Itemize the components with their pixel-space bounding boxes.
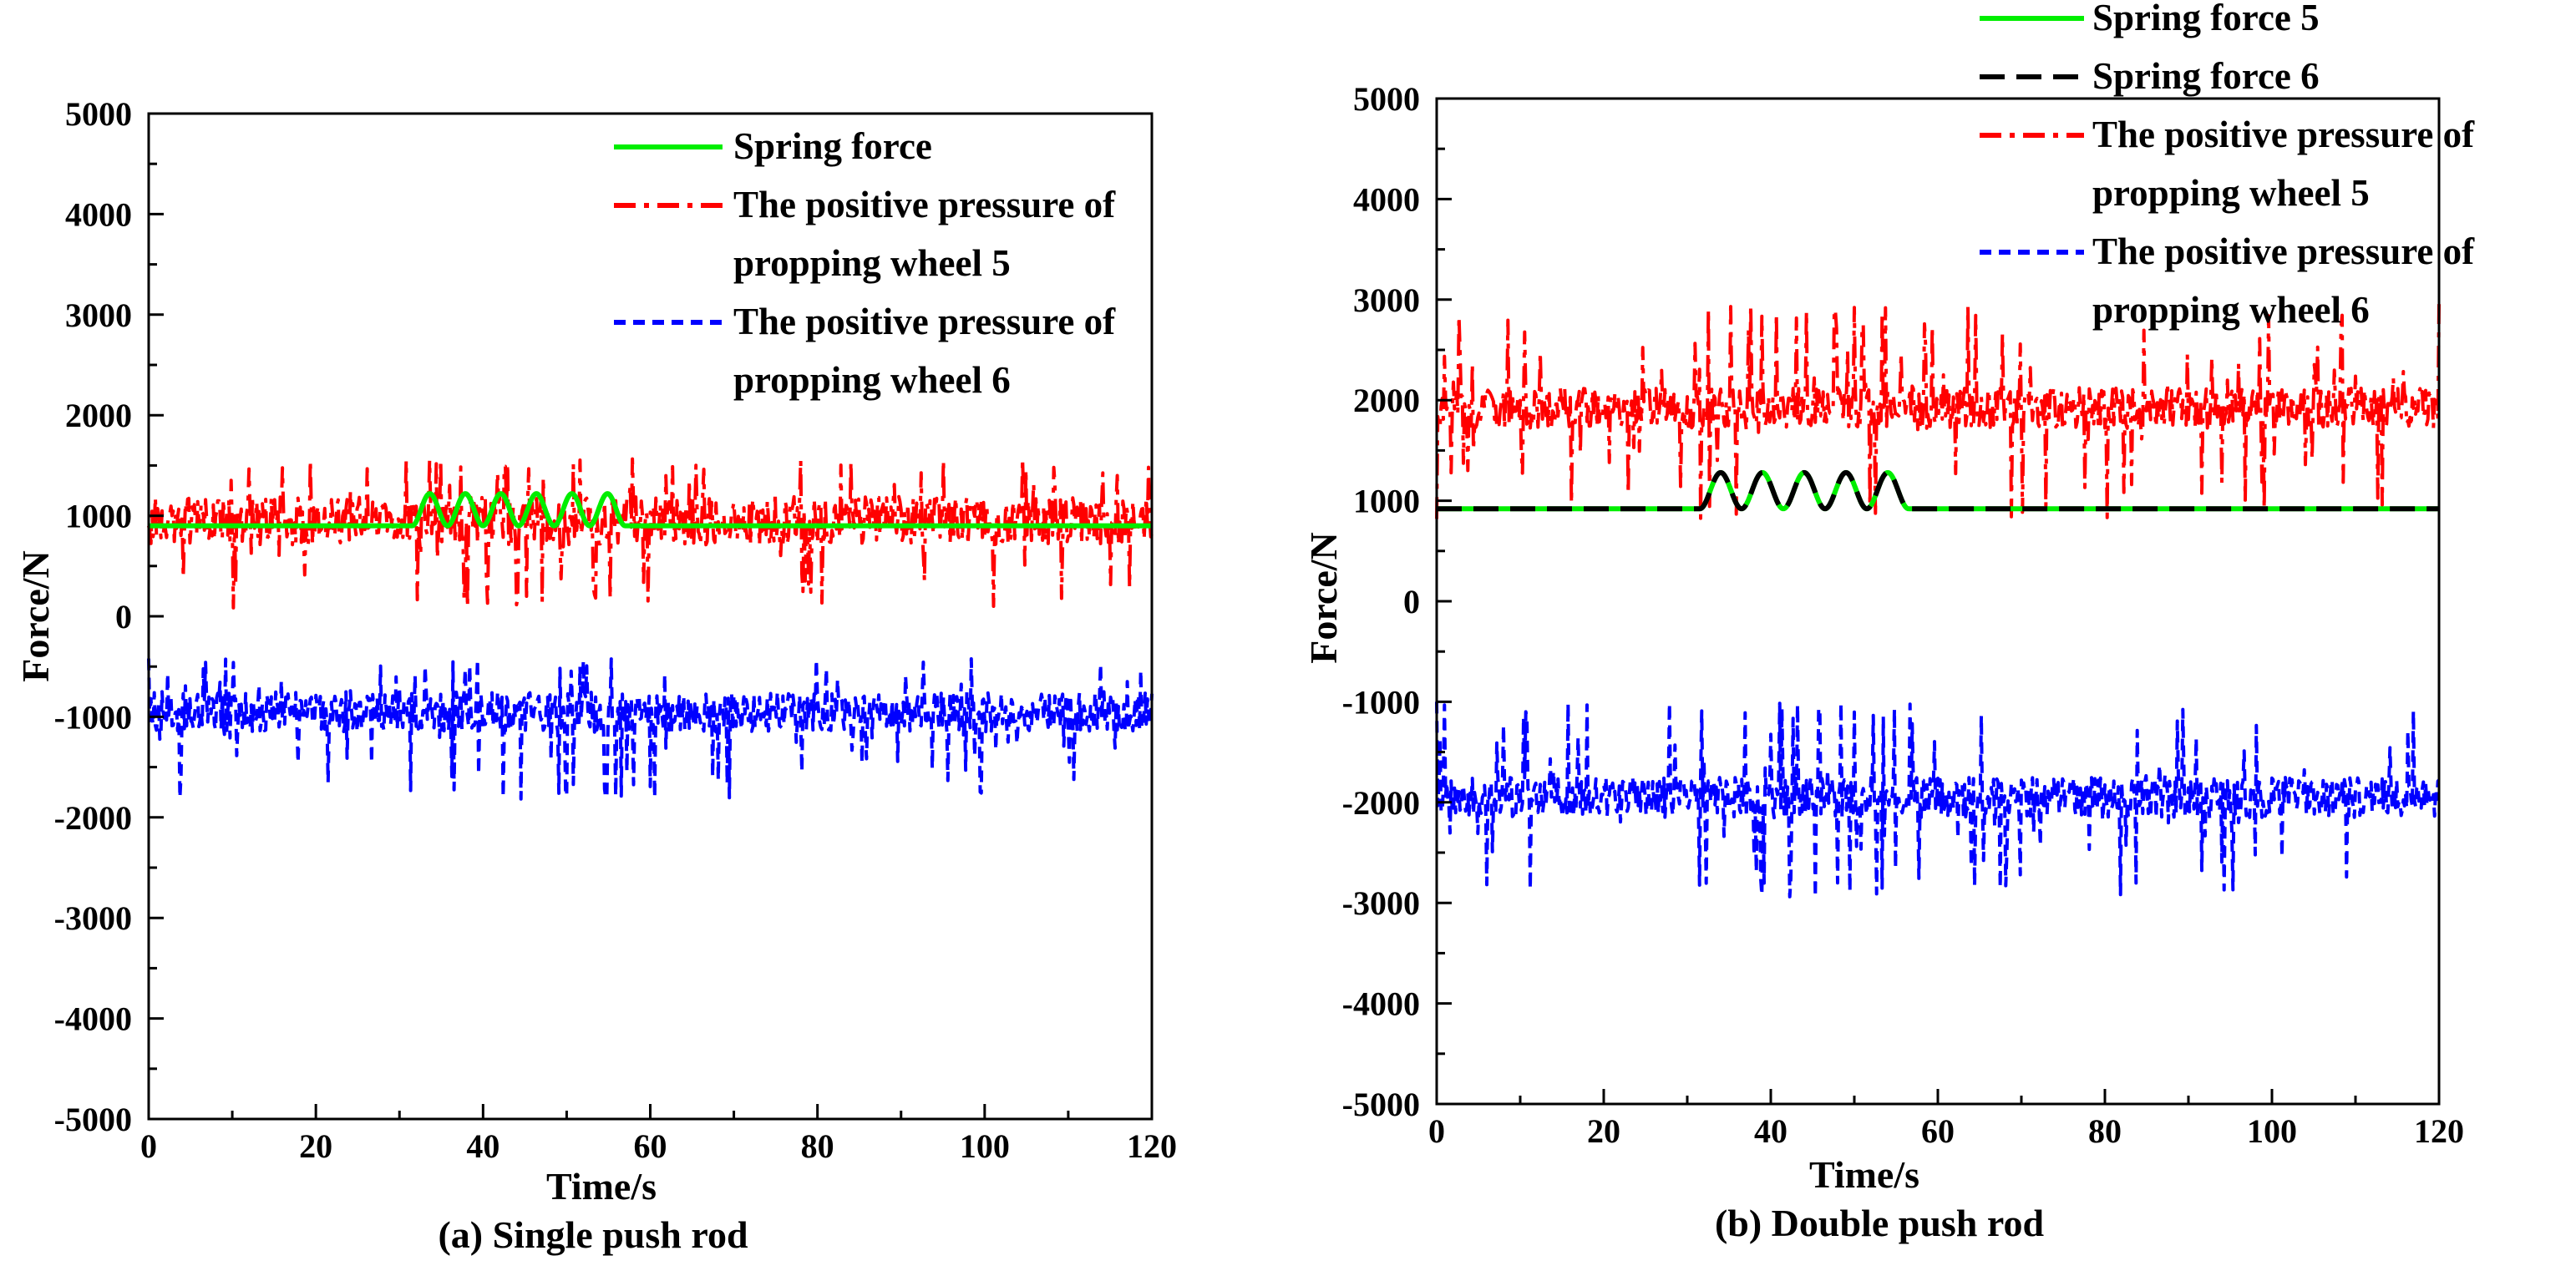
panel-b-series-line-4 — [1435, 701, 2441, 899]
panel-b-legend-label-4: The positive pressure of — [2092, 230, 2475, 272]
panel-b-xtick-label: 0 — [1428, 1112, 1445, 1150]
panel-a-series-line-1 — [147, 491, 1154, 529]
panel-b-xtick-label: 60 — [1921, 1112, 1955, 1150]
panel-a-legend-label-1: Spring force — [733, 125, 932, 167]
panel-a-caption: (a) Single push rod — [438, 1213, 748, 1256]
panel-b-xlabel: Time/s — [1809, 1153, 1919, 1196]
panel-b-ytick-label: -3000 — [1342, 884, 1420, 922]
panel-a-ytick-label: 1000 — [65, 498, 132, 535]
panel-a-xtick-label: 80 — [801, 1127, 834, 1165]
panel-a-ylabel: Force/N — [14, 550, 57, 682]
panel-a-ytick-label: 3000 — [65, 296, 132, 334]
panel-b-ytick-label: 4000 — [1353, 180, 1420, 218]
panel-b-series-line-3 — [1435, 303, 2441, 520]
panel-a-ytick-label: 2000 — [65, 397, 132, 434]
panel-b-ylabel: Force/N — [1302, 532, 1345, 664]
panel-b-legend: Spring force 5 Spring force 6 The positive… — [1980, 0, 2475, 331]
panel-a-ytick-label: -4000 — [54, 1000, 132, 1038]
panel-b-ytick-label: 5000 — [1353, 80, 1420, 118]
panel-b-xtick-label: 100 — [2247, 1112, 2297, 1150]
panel-b-caption: (b) Double push rod — [1715, 1202, 2045, 1244]
panel-b-legend-label-3: propping wheel 5 — [2092, 172, 2370, 214]
panel-a-ytick-label: -3000 — [54, 899, 132, 937]
panel-a-series-line-3 — [147, 657, 1154, 801]
panel-a-ytick-label: 4000 — [65, 195, 132, 233]
panel-a-xtick-label: 20 — [299, 1127, 332, 1165]
panel-a-legend: Spring force The positive pressure of prop… — [614, 125, 1116, 401]
panel-a-ytick-label: -2000 — [54, 799, 132, 837]
panel-b-ytick-label: 1000 — [1353, 483, 1420, 520]
panel-a-ytick-label: 0 — [115, 598, 132, 635]
panel-b-ytick-label: -2000 — [1342, 784, 1420, 822]
panel-a-xlabel: Time/s — [546, 1165, 657, 1208]
panel-a-legend-label-3: propping wheel 6 — [733, 359, 1011, 401]
panel-a-axis-ticks: 0 20 40 60 80 100 120 -5000 -4000 -3000 -2000 -1000… — [54, 95, 1177, 1165]
panel-a-series-group — [147, 457, 1154, 801]
panel-b-series-line-1 — [1435, 469, 2441, 512]
panel-b-series-group — [1435, 303, 2441, 899]
panel-b-legend-label-3: The positive pressure of — [2092, 114, 2475, 155]
panel-b-chart: 0 20 40 60 80 100 120 -5000 -4000 -3000 -2000 -1000… — [1302, 0, 2475, 1244]
panel-a-xtick-label: 0 — [140, 1127, 157, 1165]
panel-b-ytick-label: -4000 — [1342, 985, 1420, 1023]
panel-b-xtick-label: 120 — [2414, 1112, 2464, 1150]
panel-b-ytick-label: -5000 — [1342, 1086, 1420, 1123]
panel-a-chart: 0 20 40 60 80 100 120 -5000 -4000 -3000 -2000 -1000… — [14, 95, 1177, 1256]
panel-b-series-line-2 — [1435, 469, 2441, 512]
panel-a-xtick-label: 40 — [466, 1127, 499, 1165]
panel-b-axis-ticks: 0 20 40 60 80 100 120 -5000 -4000 -3000 -2000 -1000… — [1342, 80, 2464, 1150]
panel-a-series-line-2 — [147, 457, 1154, 610]
panel-b-legend-label-1: Spring force 5 — [2092, 0, 2320, 38]
panel-a-xtick-label: 100 — [960, 1127, 1010, 1165]
panel-a-legend-label-2: The positive pressure of — [733, 184, 1116, 225]
panel-a-legend-label-2: propping wheel 5 — [733, 242, 1011, 284]
panel-b-xtick-label: 80 — [2088, 1112, 2122, 1150]
panel-b-xtick-label: 20 — [1587, 1112, 1620, 1150]
panel-b-ytick-label: 3000 — [1353, 281, 1420, 319]
panel-b-legend-label-2: Spring force 6 — [2092, 55, 2320, 97]
panel-a-ytick-label: -1000 — [54, 698, 132, 736]
panel-a-legend-label-3: The positive pressure of — [733, 301, 1116, 342]
panel-b-ytick-label: -1000 — [1342, 683, 1420, 721]
panel-b-legend-label-4: propping wheel 6 — [2092, 289, 2370, 331]
panel-b-ytick-label: 0 — [1403, 583, 1420, 620]
panel-b-xtick-label: 40 — [1754, 1112, 1787, 1150]
panel-a-ytick-label: 5000 — [65, 95, 132, 133]
panel-a-xtick-label: 120 — [1127, 1127, 1177, 1165]
panel-a-xtick-label: 60 — [634, 1127, 667, 1165]
panel-a-ytick-label: -5000 — [54, 1101, 132, 1138]
panel-b-ytick-label: 2000 — [1353, 382, 1420, 419]
